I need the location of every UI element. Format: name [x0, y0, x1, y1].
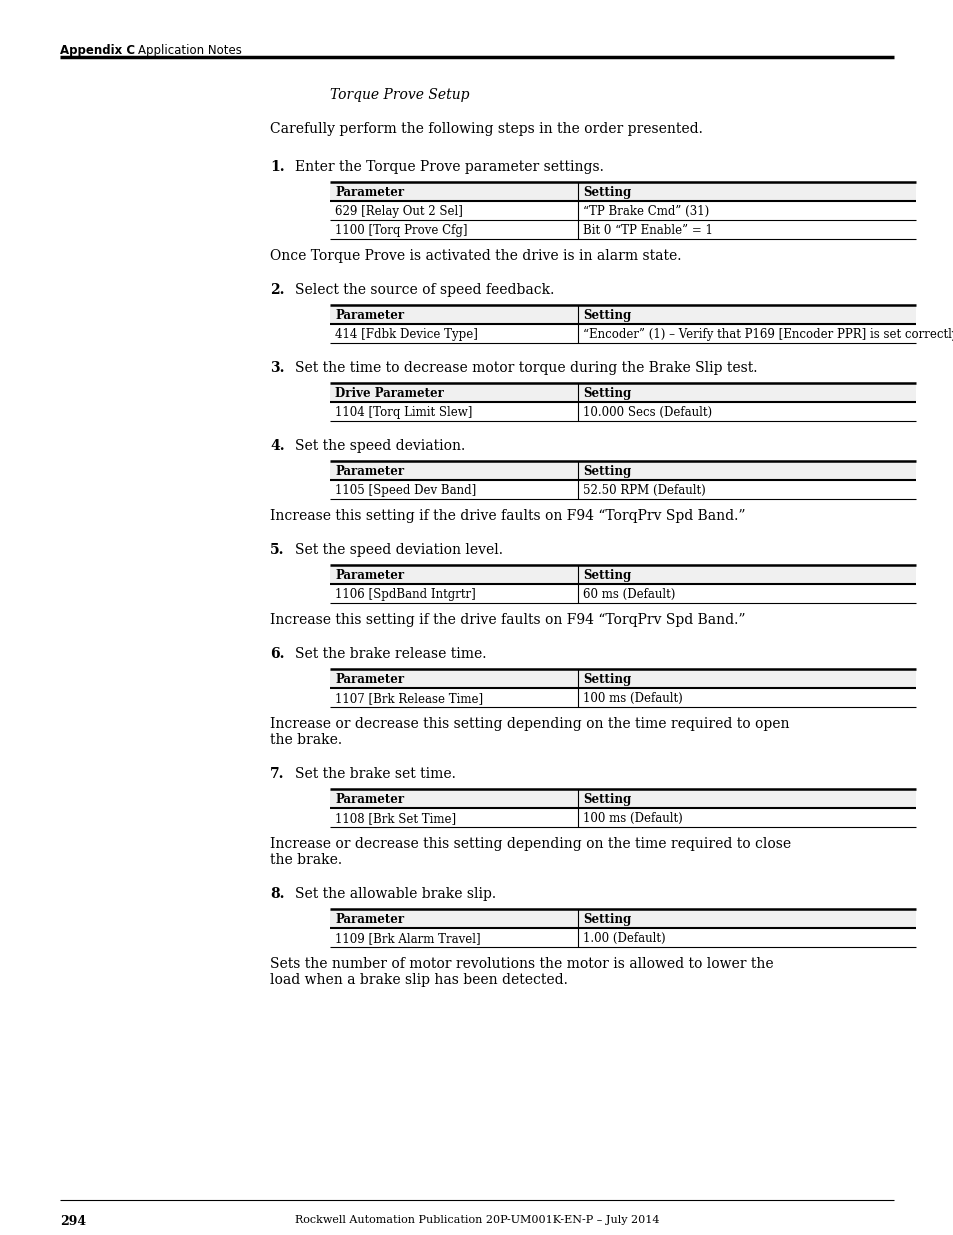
Text: Set the allowable brake slip.: Set the allowable brake slip.: [294, 887, 496, 902]
Text: 3.: 3.: [270, 361, 284, 375]
Text: 60 ms (Default): 60 ms (Default): [582, 588, 675, 601]
Text: Parameter: Parameter: [335, 309, 404, 322]
Bar: [330, 461, 915, 480]
Text: Drive Parameter: Drive Parameter: [335, 387, 443, 400]
Text: Select the source of speed feedback.: Select the source of speed feedback.: [294, 283, 554, 296]
Text: Torque Prove Setup: Torque Prove Setup: [330, 88, 469, 103]
Text: 1108 [Brk Set Time]: 1108 [Brk Set Time]: [335, 811, 456, 825]
Text: 100 ms (Default): 100 ms (Default): [582, 811, 682, 825]
Bar: [330, 182, 915, 201]
Text: 7.: 7.: [270, 767, 284, 781]
Text: 1104 [Torq Limit Slew]: 1104 [Torq Limit Slew]: [335, 406, 472, 419]
Text: Setting: Setting: [582, 673, 631, 685]
Text: Rockwell Automation Publication 20P-UM001K-EN-P – July 2014: Rockwell Automation Publication 20P-UM00…: [294, 1215, 659, 1225]
Text: Setting: Setting: [582, 466, 631, 478]
Text: Increase this setting if the drive faults on F94 “TorqPrv Spd Band.”: Increase this setting if the drive fault…: [270, 509, 744, 522]
Text: the brake.: the brake.: [270, 853, 342, 867]
Bar: [330, 909, 915, 927]
Text: 8.: 8.: [270, 887, 284, 902]
Text: 1107 [Brk Release Time]: 1107 [Brk Release Time]: [335, 692, 482, 705]
Bar: [330, 383, 915, 403]
Text: 4.: 4.: [270, 438, 284, 453]
Text: the brake.: the brake.: [270, 734, 342, 747]
Text: Sets the number of motor revolutions the motor is allowed to lower the: Sets the number of motor revolutions the…: [270, 957, 773, 971]
Text: “Encoder” (1) – Verify that P169 [Encoder PPR] is set correctly.: “Encoder” (1) – Verify that P169 [Encode…: [582, 329, 953, 341]
Text: Set the time to decrease motor torque during the Brake Slip test.: Set the time to decrease motor torque du…: [294, 361, 757, 375]
Text: Setting: Setting: [582, 569, 631, 582]
Bar: [330, 305, 915, 324]
Bar: [330, 564, 915, 584]
Text: Carefully perform the following steps in the order presented.: Carefully perform the following steps in…: [270, 122, 702, 136]
Text: Set the brake release time.: Set the brake release time.: [294, 647, 486, 661]
Text: Increase this setting if the drive faults on F94 “TorqPrv Spd Band.”: Increase this setting if the drive fault…: [270, 613, 744, 627]
Text: Parameter: Parameter: [335, 913, 404, 926]
Text: 100 ms (Default): 100 ms (Default): [582, 692, 682, 705]
Text: 414 [Fdbk Device Type]: 414 [Fdbk Device Type]: [335, 329, 477, 341]
Text: 6.: 6.: [270, 647, 284, 661]
Text: 1.00 (Default): 1.00 (Default): [582, 932, 665, 945]
Text: 2.: 2.: [270, 283, 284, 296]
Text: load when a brake slip has been detected.: load when a brake slip has been detected…: [270, 973, 567, 987]
Text: Setting: Setting: [582, 309, 631, 322]
Text: 1.: 1.: [270, 161, 284, 174]
Text: Setting: Setting: [582, 913, 631, 926]
Text: 1109 [Brk Alarm Travel]: 1109 [Brk Alarm Travel]: [335, 932, 480, 945]
Bar: [330, 789, 915, 808]
Text: Setting: Setting: [582, 186, 631, 199]
Text: 1105 [Speed Dev Band]: 1105 [Speed Dev Band]: [335, 484, 476, 496]
Text: Set the brake set time.: Set the brake set time.: [294, 767, 456, 781]
Text: Once Torque Prove is activated the drive is in alarm state.: Once Torque Prove is activated the drive…: [270, 249, 680, 263]
Text: Setting: Setting: [582, 387, 631, 400]
Text: 1100 [Torq Prove Cfg]: 1100 [Torq Prove Cfg]: [335, 224, 467, 237]
Text: 1106 [SpdBand Intgrtr]: 1106 [SpdBand Intgrtr]: [335, 588, 476, 601]
Text: Appendix C: Appendix C: [60, 44, 135, 57]
Text: Parameter: Parameter: [335, 186, 404, 199]
Text: Increase or decrease this setting depending on the time required to open: Increase or decrease this setting depend…: [270, 718, 789, 731]
Text: Increase or decrease this setting depending on the time required to close: Increase or decrease this setting depend…: [270, 837, 790, 851]
Text: Parameter: Parameter: [335, 673, 404, 685]
Text: 5.: 5.: [270, 543, 284, 557]
Text: Bit 0 “TP Enable” = 1: Bit 0 “TP Enable” = 1: [582, 224, 712, 237]
Text: Parameter: Parameter: [335, 466, 404, 478]
Text: 294: 294: [60, 1215, 86, 1228]
Text: 10.000 Secs (Default): 10.000 Secs (Default): [582, 406, 711, 419]
Text: Enter the Torque Prove parameter settings.: Enter the Torque Prove parameter setting…: [294, 161, 603, 174]
Text: 629 [Relay Out 2 Sel]: 629 [Relay Out 2 Sel]: [335, 205, 462, 219]
Text: Parameter: Parameter: [335, 793, 404, 806]
Text: Parameter: Parameter: [335, 569, 404, 582]
Text: 52.50 RPM (Default): 52.50 RPM (Default): [582, 484, 705, 496]
Text: Setting: Setting: [582, 793, 631, 806]
Text: “TP Brake Cmd” (31): “TP Brake Cmd” (31): [582, 205, 708, 219]
Text: Set the speed deviation level.: Set the speed deviation level.: [294, 543, 502, 557]
Bar: [330, 669, 915, 688]
Text: Set the speed deviation.: Set the speed deviation.: [294, 438, 465, 453]
Text: Application Notes: Application Notes: [138, 44, 242, 57]
